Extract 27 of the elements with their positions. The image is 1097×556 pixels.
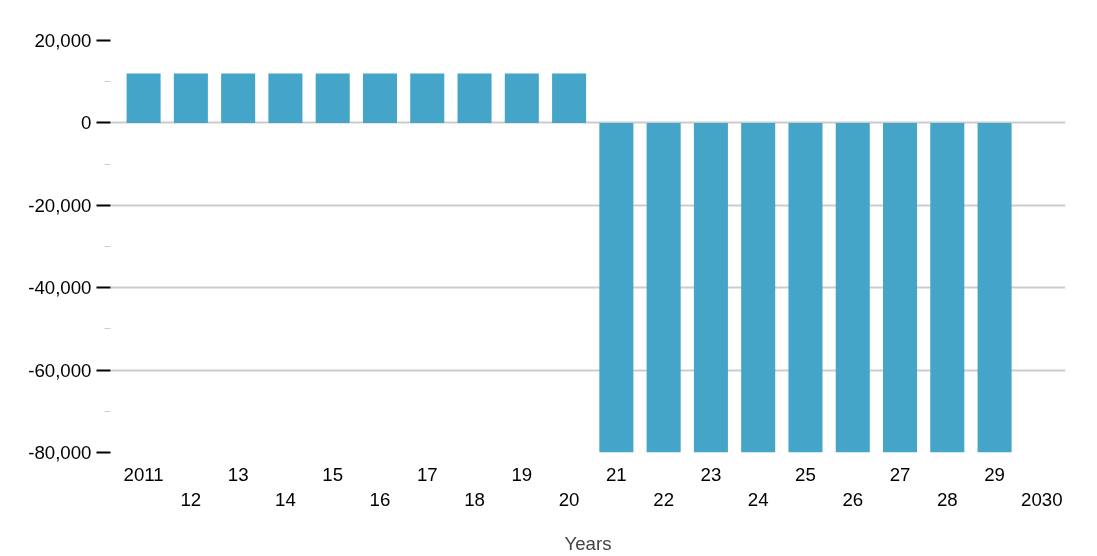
x-tick-label: 12 [180, 488, 202, 510]
x-tick-label: 25 [795, 463, 816, 485]
y-tick-label: 20,000 [34, 30, 92, 51]
x-tick-label: 27 [889, 463, 911, 485]
x-tick-label: 26 [842, 488, 864, 510]
x-tick-label: 20 [558, 488, 580, 510]
y-tick-label: 0 [81, 112, 92, 134]
x-tick-label: 14 [275, 488, 296, 510]
x-tick-label: 22 [653, 488, 675, 510]
x-tick-label: 23 [700, 463, 722, 485]
x-tick-label: 16 [369, 488, 391, 510]
y-tick-label: -40,000 [28, 277, 92, 299]
x-tick-label: 21 [605, 463, 627, 485]
x-tick-label: 19 [511, 463, 533, 485]
x-tick-label: 29 [984, 463, 1005, 485]
x-tick-label: 2011 [123, 463, 164, 485]
y-tick-label: -60,000 [28, 359, 92, 381]
x-tick-label: 24 [747, 488, 769, 510]
x-tick-label: 28 [936, 488, 958, 510]
y-tick-label: -20,000 [28, 194, 92, 216]
y-tick-label: -80,000 [28, 442, 92, 463]
x-tick-label: 13 [227, 463, 249, 485]
x-axis-title: Years [564, 532, 612, 554]
x-tick-label: 2030 [1021, 488, 1063, 510]
x-tick-label: 18 [464, 488, 485, 510]
x-tick-label: 17 [416, 463, 438, 485]
x-tick-label: 15 [322, 463, 344, 485]
